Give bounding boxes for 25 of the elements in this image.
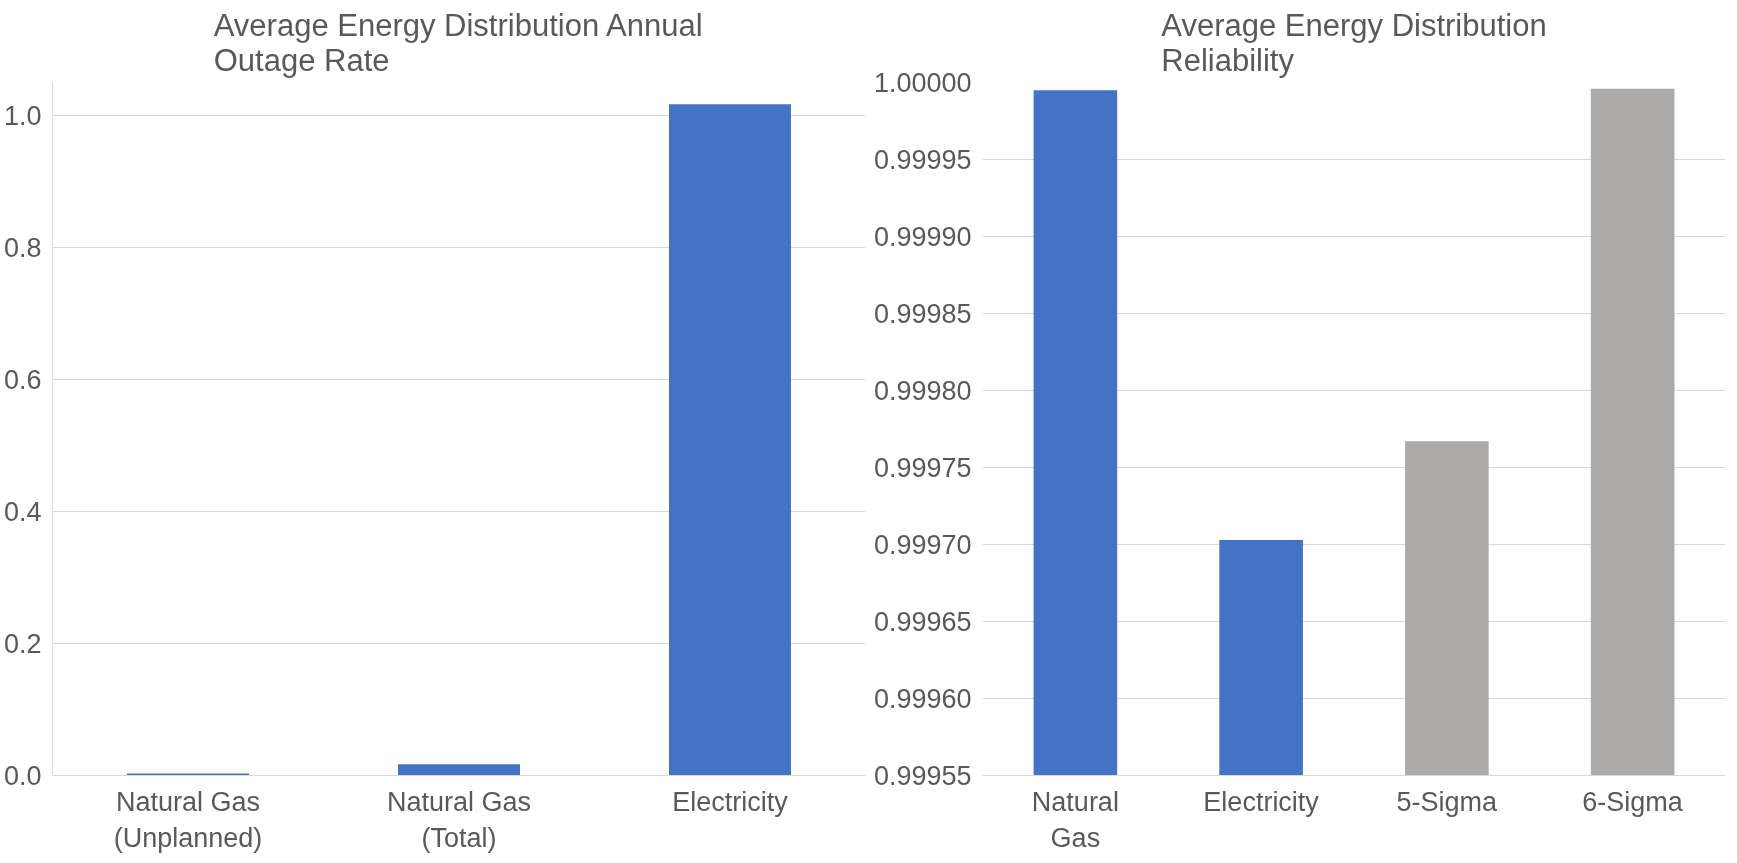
chart-title: Average Energy Distribution Annual Outage Rate (213, 7, 703, 78)
x-tick-label: Natural Gas (Unplanned) (113, 786, 263, 853)
y-tick-label: 0.99980 (873, 376, 972, 406)
x-tick-label: Electricity (1203, 786, 1320, 817)
x-tick-label: 5-Sigma (1396, 786, 1499, 817)
y-tick-label: 0.6 (3, 365, 42, 395)
y-tick-label: 0.8 (3, 233, 42, 263)
y-tick-label: 0.99990 (873, 222, 972, 252)
y-tick-label: 0.99960 (873, 684, 972, 714)
y-tick-label: 0.4 (3, 497, 42, 527)
y-tick-label: 0.99965 (873, 607, 972, 637)
y-tick-label: 0.99970 (873, 530, 972, 560)
y-tick-label: 0.0 (3, 761, 42, 791)
chart-title: Average Energy Distribution Reliability (1161, 7, 1547, 78)
x-tick-label: Electricity (672, 786, 789, 817)
x-tick-label: Natural Gas (Total) (386, 786, 532, 853)
x-tick-label: 6-Sigma (1582, 786, 1684, 817)
y-tick-label: 1.0 (3, 101, 42, 131)
y-tick-label: 0.2 (3, 629, 42, 659)
y-tick-label: 0.99995 (873, 145, 972, 175)
x-tick-label: Natural Gas (1031, 786, 1119, 853)
y-tick-label: 0.99975 (873, 453, 972, 483)
y-tick-label: 1.00000 (873, 68, 972, 98)
y-tick-label: 0.99985 (873, 299, 972, 329)
y-tick-label: 0.99955 (873, 761, 972, 791)
